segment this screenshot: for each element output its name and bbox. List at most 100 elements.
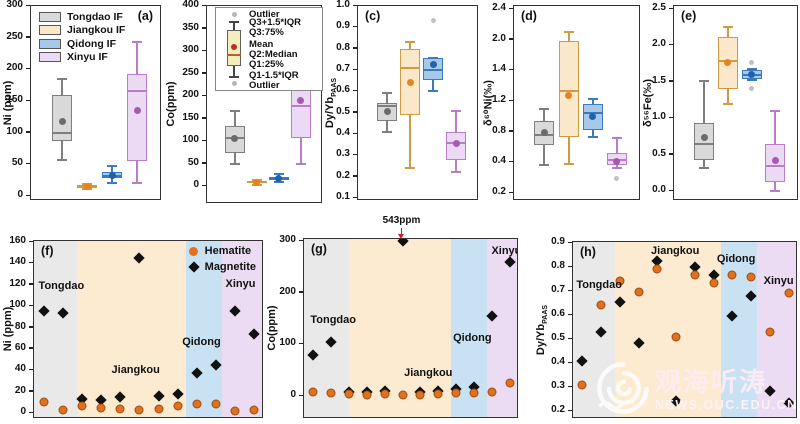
hematite-point — [77, 401, 87, 411]
legend-item-hematite: Hematite — [187, 243, 256, 259]
y-tick-label: 1.4 — [492, 63, 506, 75]
median-line — [377, 105, 398, 108]
y-tick-mark — [202, 184, 206, 186]
y-tick-mark — [568, 409, 572, 411]
hematite-point — [487, 387, 497, 397]
y-tick-mark — [29, 368, 33, 371]
boxplot-legend-label: Q2:Median — [249, 49, 298, 60]
y-tick-mark — [299, 239, 303, 241]
whisker-cap-lower — [563, 162, 574, 165]
diamond-marker-icon — [187, 261, 200, 273]
whisker-lower — [386, 121, 389, 132]
whisker-upper — [591, 99, 594, 105]
legend-item-jiangkou: Jiangkou IF — [39, 24, 125, 38]
y-tick-mark — [669, 116, 673, 119]
hematite-point — [308, 387, 318, 397]
whisker-upper — [567, 32, 570, 42]
median-line — [694, 142, 714, 145]
y-tick-label: 2.5 — [652, 2, 666, 13]
mean-dot — [133, 107, 141, 114]
y-tick-mark — [26, 131, 30, 133]
mean-dot — [383, 108, 391, 116]
hematite-point — [326, 388, 336, 398]
panel-f-plot: (f) Tongdao Jiangkou Qidong Xinyu Hematite Mag… — [33, 240, 263, 418]
y-tick-mark — [353, 25, 357, 28]
outlier-point — [614, 175, 620, 181]
whisker-cap-lower — [57, 158, 68, 161]
whisker-cap-upper — [273, 173, 284, 176]
y-tick-mark — [353, 111, 357, 113]
legend-item-xinyu: Xinyu IF — [39, 51, 125, 65]
y-tick-label: 0.4 — [336, 127, 350, 138]
region-label-tongdao: Tongdao — [38, 279, 85, 292]
y-tick-label: 100 — [9, 299, 26, 311]
y-tick-mark — [669, 153, 673, 155]
hematite-point — [211, 399, 221, 409]
median-line — [290, 104, 311, 107]
panel-letter-a: (a) — [137, 9, 153, 23]
whisker-lower — [233, 152, 236, 164]
y-tick-mark — [568, 337, 572, 339]
y-tick-mark — [202, 162, 206, 164]
y-tick-label: 0.8 — [336, 41, 350, 53]
region-band-xinyu — [756, 242, 796, 417]
whisker-cap-upper — [611, 136, 622, 139]
hematite-point — [709, 278, 719, 288]
legend-swatch — [39, 25, 61, 36]
boxplot-legend-label: Outlier — [249, 80, 280, 91]
whisker-cap-lower — [722, 102, 733, 105]
y-tick-label: 150 — [182, 111, 199, 123]
whisker-cap-upper — [132, 41, 143, 44]
hematite-point — [765, 327, 775, 337]
region-band-tongdao — [304, 239, 349, 417]
y-tick-label: 0.2 — [551, 404, 565, 415]
box-tongdao — [694, 123, 714, 161]
hematite-point — [115, 404, 125, 414]
sample-mean-dot — [231, 44, 237, 50]
hematite-point — [230, 406, 240, 416]
panel-letter-f: (f) — [41, 244, 54, 258]
whisker-upper — [455, 110, 457, 132]
whisker-cap-upper — [563, 31, 574, 33]
whisker-upper — [774, 110, 777, 144]
panel-letter-d: (d) — [521, 9, 537, 23]
y-tick-label: 100 — [279, 337, 296, 349]
panel-c-plot: (c) — [357, 5, 478, 200]
y-tick-mark — [509, 130, 513, 132]
hematite-marker-icon — [187, 246, 201, 256]
y-tick-label: 2.0 — [652, 38, 666, 50]
mean-dot — [83, 183, 91, 190]
whisker-upper — [136, 42, 139, 75]
mean-dot — [700, 134, 708, 142]
legend-label: Tongdao IF — [67, 10, 123, 23]
mean-dot — [58, 118, 66, 126]
mean-dot — [275, 175, 283, 183]
y-axis-label: Ni (ppm) — [2, 306, 14, 352]
y-tick-label: 50 — [11, 157, 23, 169]
mean-dot — [771, 156, 779, 164]
whisker-upper — [726, 27, 729, 38]
y-tick-label: 0.4 — [492, 155, 506, 167]
boxplot-explainer-legend: Outlier Q3+1.5*IQR Q3:75% Mean Q2:Median Q1:2… — [215, 7, 323, 91]
legend-label: Xinyu IF — [67, 51, 108, 64]
y-tick-label: 80 — [14, 320, 26, 332]
y-tick-mark — [353, 89, 357, 92]
whisker-cap-upper — [746, 67, 757, 70]
y-tick-mark — [669, 43, 673, 46]
legend-item-tongdao: Tongdao IF — [39, 10, 125, 24]
circle-marker-icon — [189, 246, 199, 256]
y-tick-label: 0.5 — [336, 105, 350, 117]
whisker-cap-lower — [295, 162, 306, 165]
y-tick-label: 0 — [17, 189, 23, 200]
whisker-upper — [233, 111, 236, 126]
y-tick-mark — [29, 326, 33, 328]
whisker-upper — [61, 78, 64, 95]
y-tick-label: 60 — [14, 341, 26, 353]
y-tick-mark — [509, 68, 513, 71]
region-label-qidong: Qidong — [453, 331, 492, 344]
whisker-upper — [111, 166, 114, 172]
y-tick-mark — [29, 240, 33, 242]
box-tongdao — [52, 94, 73, 141]
hematite-point — [505, 378, 515, 388]
